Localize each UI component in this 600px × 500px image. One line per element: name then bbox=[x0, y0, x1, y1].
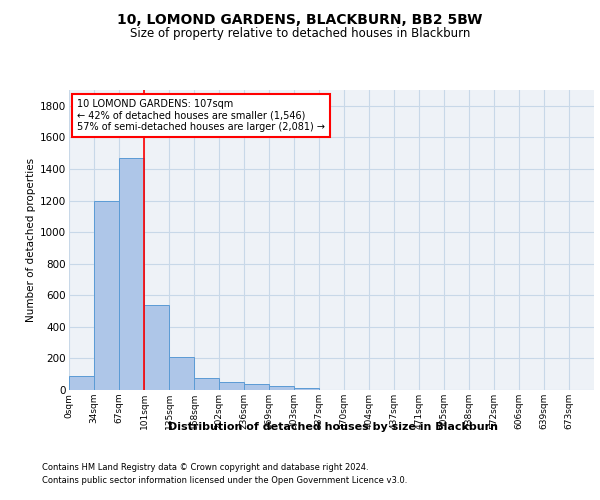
Text: 10, LOMOND GARDENS, BLACKBURN, BB2 5BW: 10, LOMOND GARDENS, BLACKBURN, BB2 5BW bbox=[118, 12, 482, 26]
Bar bbox=[219, 382, 244, 390]
Bar bbox=[269, 386, 294, 390]
Bar bbox=[144, 304, 169, 390]
Bar bbox=[294, 388, 319, 390]
Bar bbox=[244, 384, 269, 390]
Bar bbox=[194, 378, 219, 390]
Text: Contains public sector information licensed under the Open Government Licence v3: Contains public sector information licen… bbox=[42, 476, 407, 485]
Text: Contains HM Land Registry data © Crown copyright and database right 2024.: Contains HM Land Registry data © Crown c… bbox=[42, 464, 368, 472]
Bar bbox=[169, 358, 194, 390]
Bar bbox=[94, 200, 119, 390]
Text: 10 LOMOND GARDENS: 107sqm
← 42% of detached houses are smaller (1,546)
57% of se: 10 LOMOND GARDENS: 107sqm ← 42% of detac… bbox=[77, 99, 325, 132]
Text: Distribution of detached houses by size in Blackburn: Distribution of detached houses by size … bbox=[168, 422, 498, 432]
Bar bbox=[69, 376, 94, 390]
Y-axis label: Number of detached properties: Number of detached properties bbox=[26, 158, 36, 322]
Bar bbox=[119, 158, 144, 390]
Text: Size of property relative to detached houses in Blackburn: Size of property relative to detached ho… bbox=[130, 28, 470, 40]
